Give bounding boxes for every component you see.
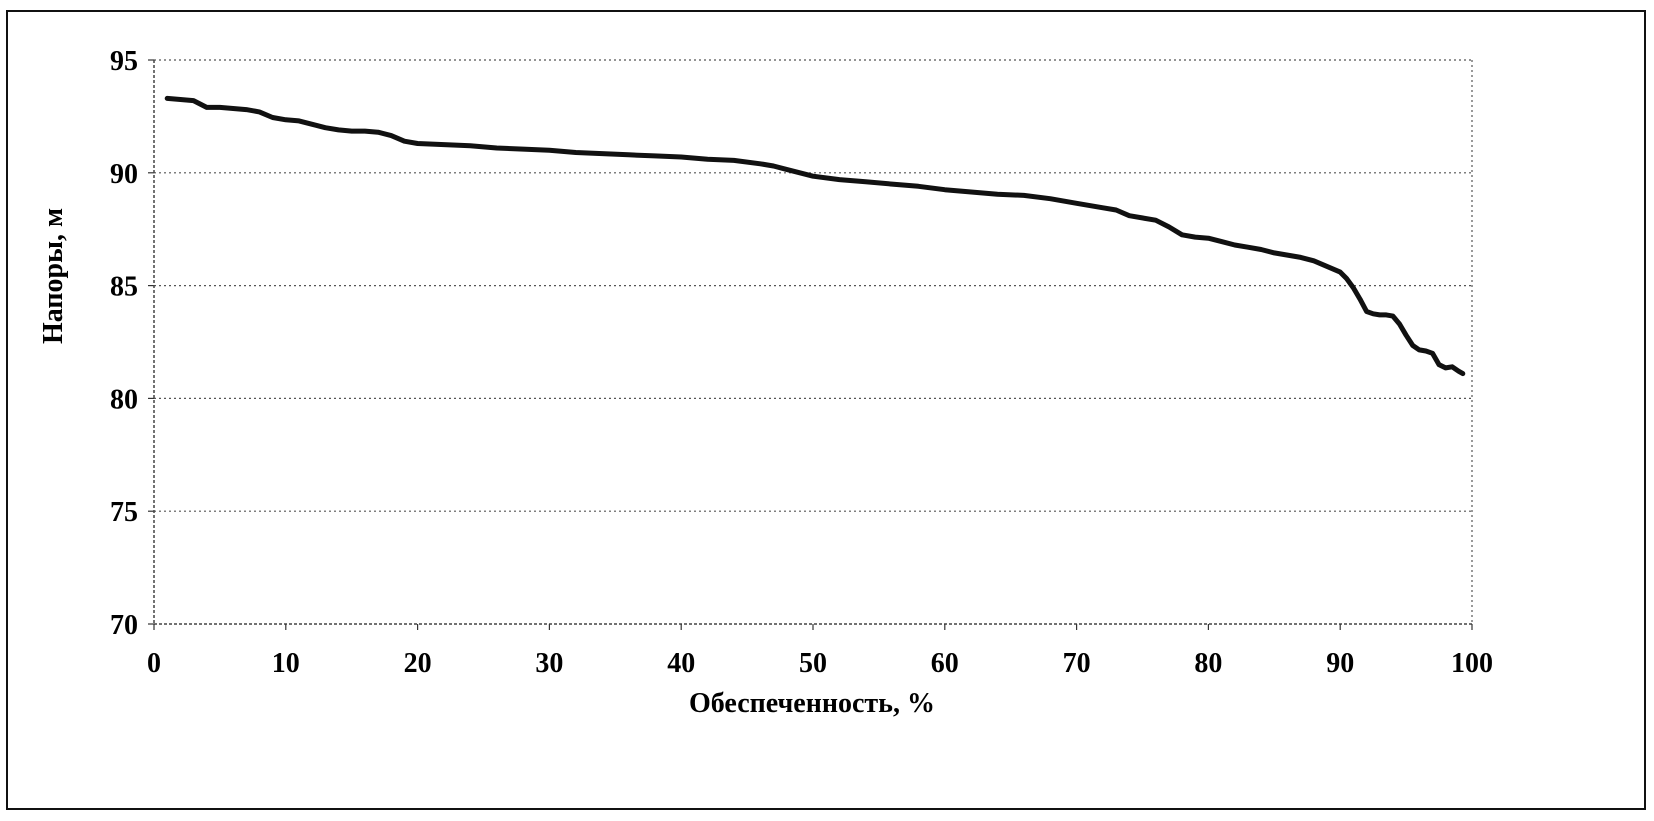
x-tick-label: 70 xyxy=(1063,648,1091,679)
chart-frame xyxy=(6,10,1646,810)
x-tick-label: 30 xyxy=(535,648,563,679)
x-tick-label: 100 xyxy=(1451,648,1493,679)
y-tick-label: 85 xyxy=(110,272,138,303)
y-tick-label: 80 xyxy=(110,384,138,415)
tick-labels: 70 75 80 85 90 95 0 10 20 30 40 50 60 70 80 90 100 xyxy=(110,46,1493,679)
x-tick-label: 20 xyxy=(404,648,432,679)
y-axis-title: Напоры, м xyxy=(38,208,69,344)
gridlines xyxy=(154,59,1473,624)
x-axis-title: Обеспеченность, % xyxy=(689,688,935,719)
x-tick-label: 90 xyxy=(1326,648,1354,679)
y-tick-label: 75 xyxy=(110,497,138,528)
series-line xyxy=(164,95,1466,377)
y-tick-label: 95 xyxy=(110,46,138,77)
x-tick-label: 60 xyxy=(931,648,959,679)
x-tick-label: 0 xyxy=(147,648,161,679)
y-tick-label: 90 xyxy=(110,159,138,190)
x-tick-label: 10 xyxy=(272,648,300,679)
y-tick-label: 70 xyxy=(110,610,138,641)
x-tick-label: 80 xyxy=(1194,648,1222,679)
x-tick-label: 40 xyxy=(667,648,695,679)
x-tick-label: 50 xyxy=(799,648,827,679)
axes xyxy=(148,59,1473,630)
